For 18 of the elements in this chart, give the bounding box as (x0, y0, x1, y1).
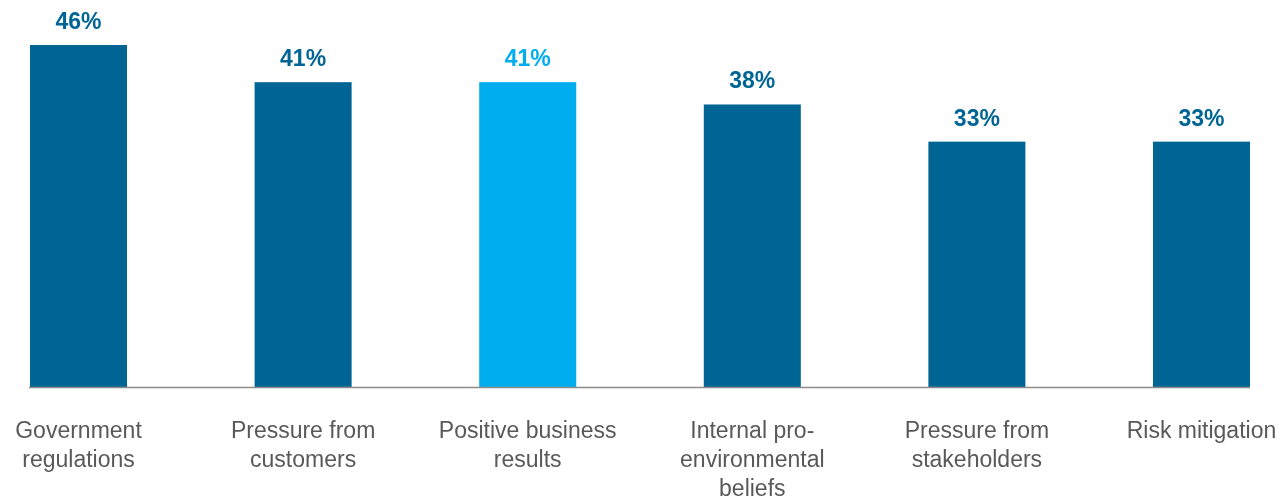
bar (1152, 141, 1250, 387)
x-tick-label: Internal pro-environmental beliefs (680, 417, 825, 499)
x-tick-label: Pressure from stakeholders (904, 417, 1050, 472)
bar (479, 82, 577, 387)
x-tick-label: Pressure from customers (230, 417, 376, 472)
data-label: 33% (1178, 104, 1225, 131)
bar (30, 45, 128, 387)
x-tick-label: Risk mitigation (1126, 417, 1277, 443)
data-label: 46% (55, 8, 102, 34)
data-label: 41% (280, 45, 327, 72)
data-label: 41% (504, 45, 551, 72)
bar (254, 82, 352, 387)
data-label: 38% (729, 67, 776, 94)
bar (928, 141, 1026, 387)
bar (703, 104, 801, 387)
x-tick-label: Government regulations (15, 417, 143, 472)
x-tick-label: Positive business results (438, 417, 617, 472)
data-label: 33% (953, 104, 1000, 131)
